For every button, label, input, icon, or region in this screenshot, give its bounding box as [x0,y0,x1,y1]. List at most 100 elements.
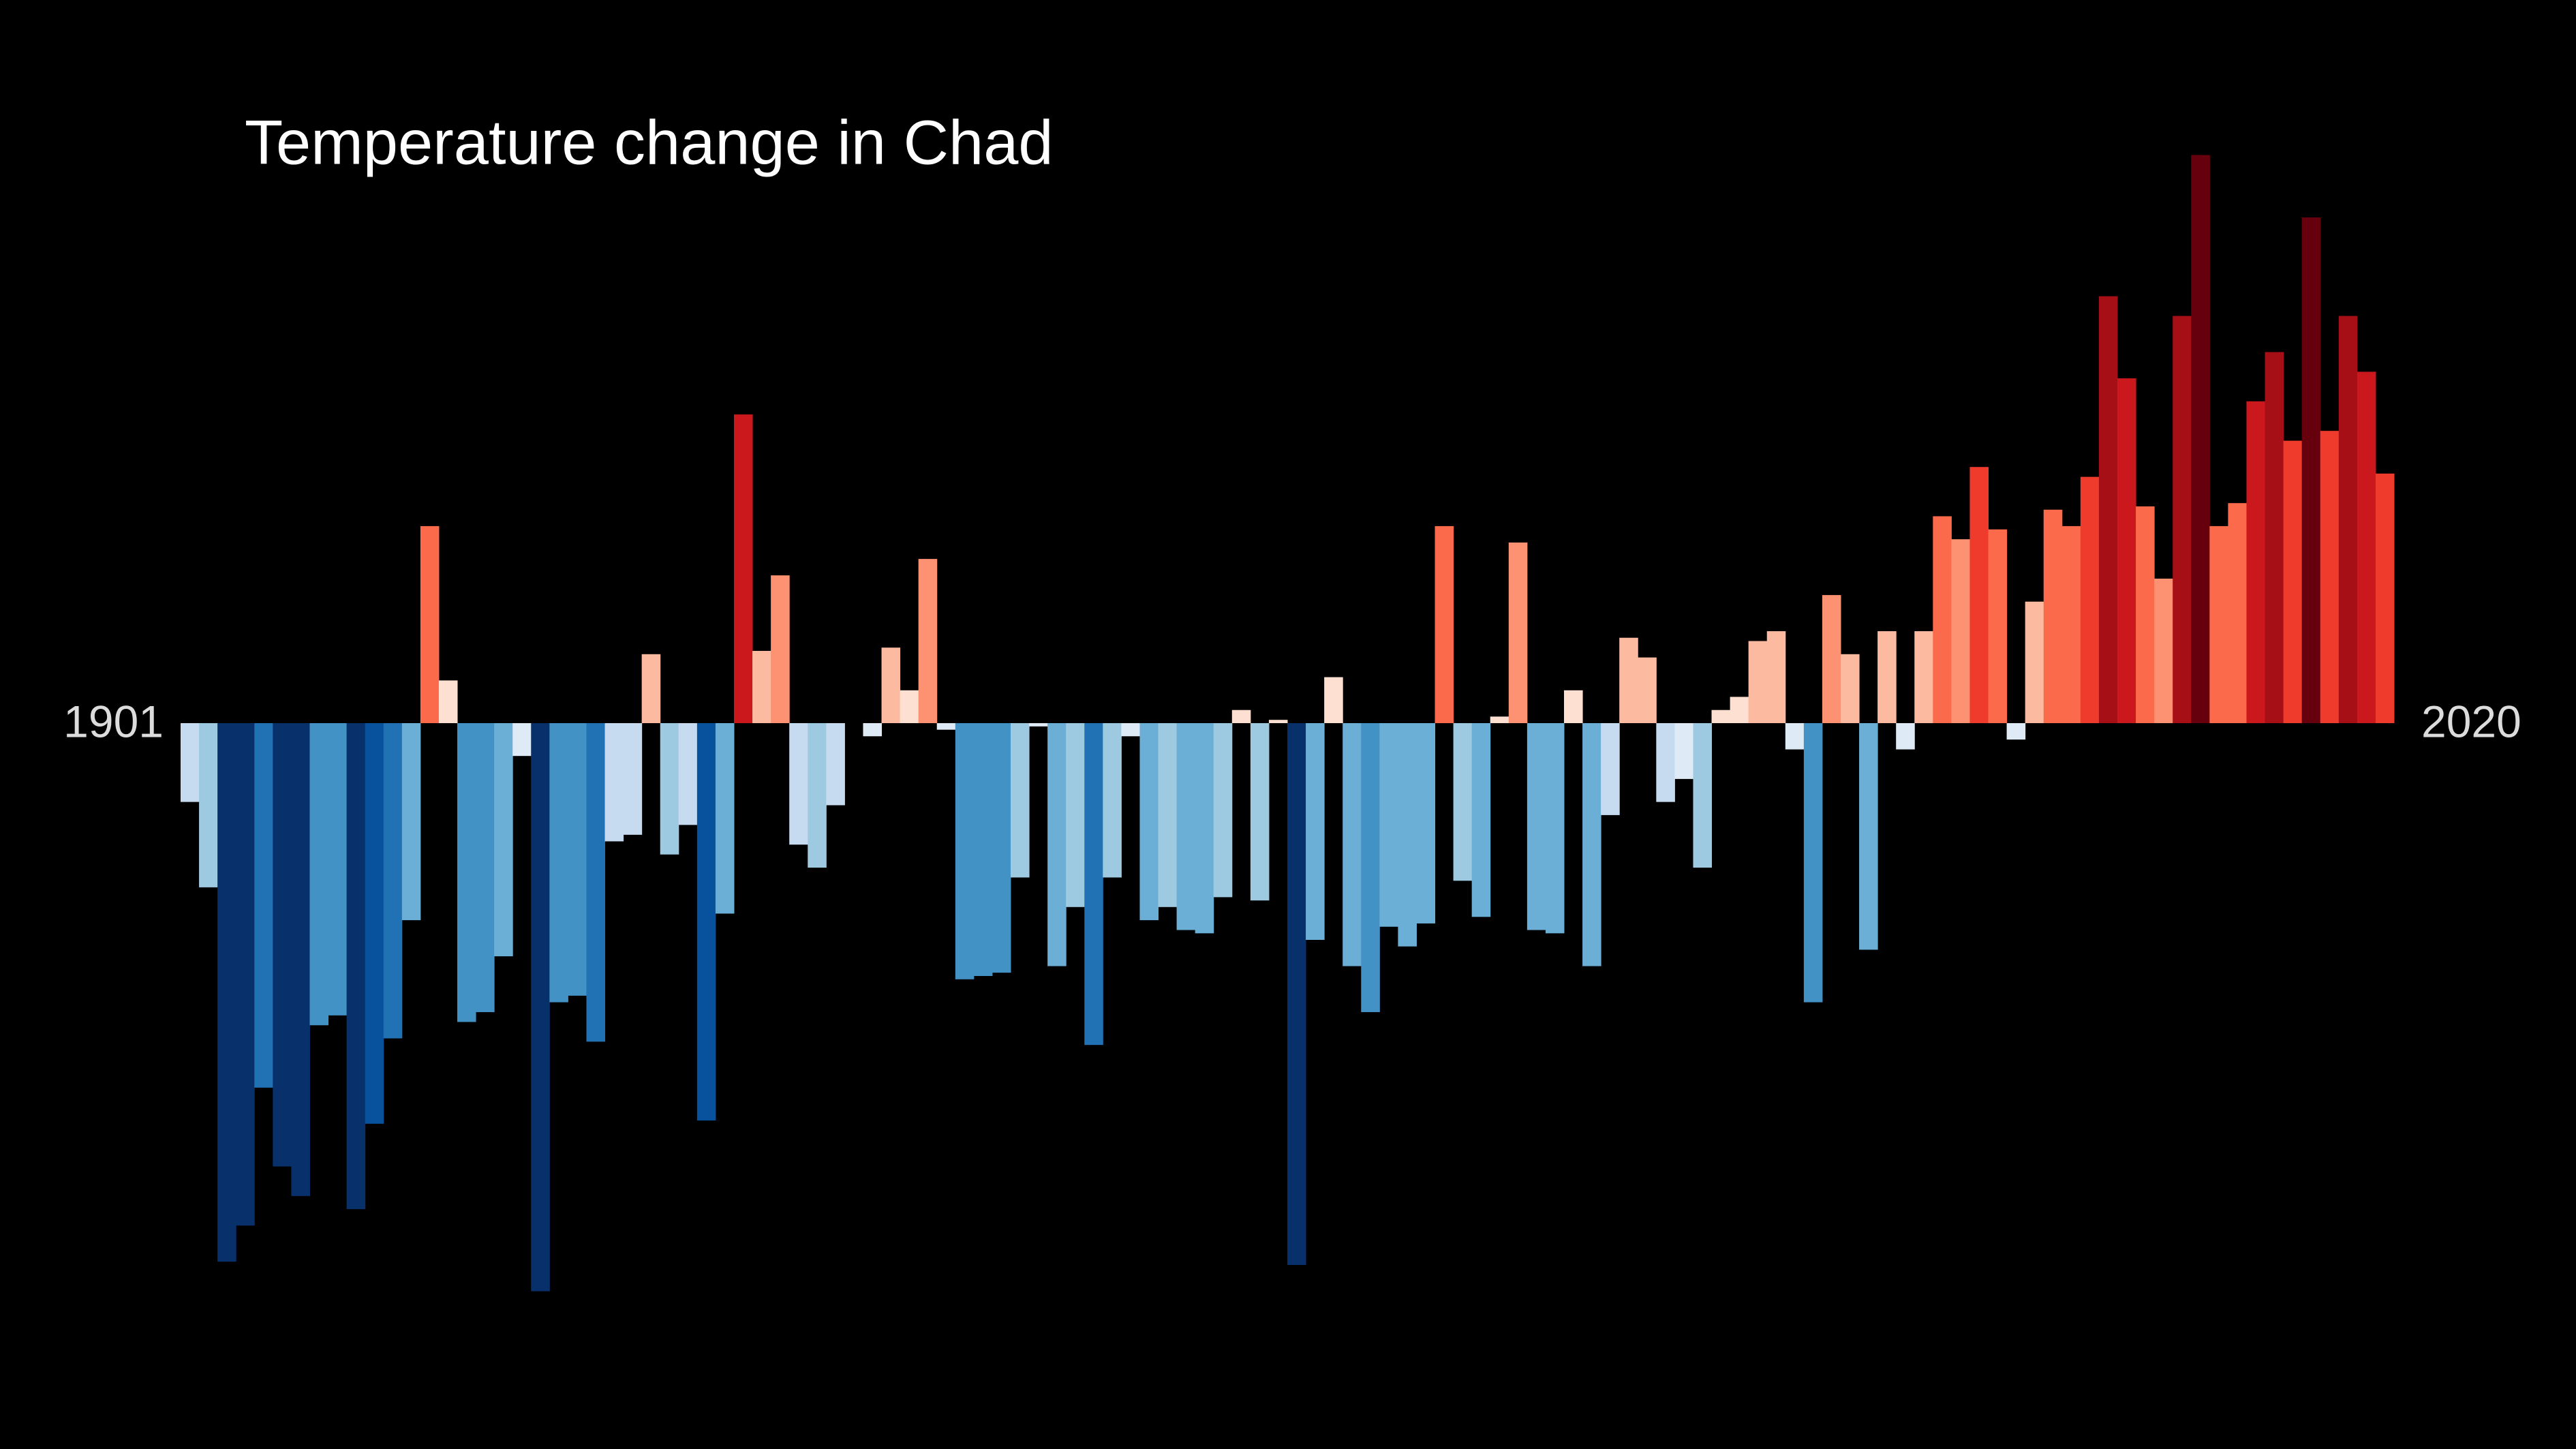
bar [1379,723,1398,927]
bar [2136,506,2155,723]
bar [1711,710,1731,723]
bar [2209,525,2228,723]
bar [752,651,771,723]
bar [1471,723,1491,917]
bar [2043,509,2063,723]
bar [1490,716,1509,723]
bar [1324,677,1343,723]
bar [2228,503,2247,723]
bar [1859,723,1878,950]
bar [1250,723,1270,901]
bar [1674,723,1693,779]
bar [1638,657,1657,723]
bar [1619,637,1638,723]
bar [678,723,698,825]
bar [254,723,273,1088]
bar [1103,723,1122,878]
bar [696,723,716,1120]
bar [2191,155,2210,724]
bar [1231,710,1251,723]
bar [918,559,938,723]
bar [641,654,661,723]
bar [1564,690,1583,723]
bar [1730,697,1749,723]
bar [1306,723,1325,940]
bar [1914,631,1933,723]
bar [2006,723,2026,740]
bar [1176,723,1196,930]
bar [568,723,587,996]
bar [863,723,883,737]
bar [1785,723,1805,750]
bar [1822,595,1841,723]
bar [936,723,956,730]
bar [2301,217,2321,723]
bar [438,680,458,723]
x-tick-label: 2020 [2421,696,2521,746]
bar [973,723,993,976]
bar [881,647,901,723]
bar [1361,723,1380,1012]
bar [1398,723,1417,947]
bar [2265,352,2284,723]
bar [771,575,790,723]
bar [1766,631,1786,723]
bar [1158,723,1178,907]
bar [1951,539,1970,723]
bar [181,723,200,802]
bar [273,723,292,1167]
bar [549,723,568,1003]
bar [365,723,384,1124]
bar [1121,723,1140,737]
x-tick-label: 1901 [63,696,164,746]
bar [494,723,513,957]
bar [476,723,495,1012]
bar [236,723,255,1226]
bar [1139,723,1159,921]
bar [1029,723,1048,727]
bar [291,723,310,1196]
bar [1508,543,1528,723]
bar [383,723,403,1039]
bar [2283,440,2303,723]
bar [2117,378,2136,723]
bar [604,723,624,842]
bar [2320,431,2340,723]
bar [2173,316,2192,724]
bar [2098,296,2118,723]
bar [1656,723,1675,802]
bar [1988,529,2008,723]
bar [660,723,679,855]
bar [531,723,550,1292]
bar [1047,723,1067,966]
bar [2357,371,2376,723]
bar [1213,723,1233,898]
bar [808,723,827,868]
bar [586,723,606,1042]
bar [1416,723,1436,924]
bar [789,723,808,845]
bar [734,414,753,723]
bar [1011,723,1030,878]
bar [309,723,329,1026]
bar [457,723,476,1022]
bar [900,690,919,723]
bar [1601,723,1620,815]
bar [1933,516,1952,723]
bar [328,723,348,1016]
bar [1066,723,1085,907]
bar [2338,316,2358,724]
bar [1453,723,1473,881]
bar [199,723,218,887]
bar [955,723,975,979]
bar [623,723,643,835]
bar [1896,723,1915,750]
bar [401,723,421,921]
bar [346,723,366,1210]
bar [1268,720,1288,723]
bar [715,723,735,914]
bar [217,723,236,1262]
bar [420,525,440,723]
